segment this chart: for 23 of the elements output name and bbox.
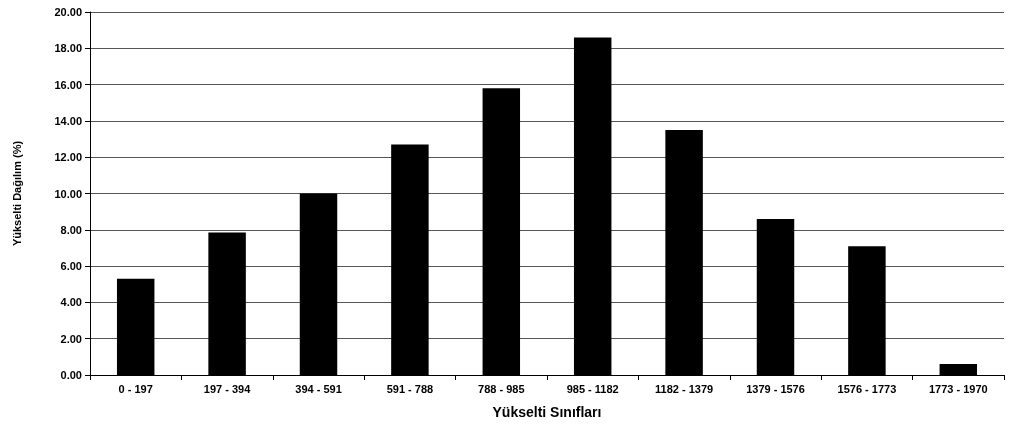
y-axis-title: Yükselti Dağılım (%) (10, 140, 23, 247)
y-tick-label: 16.00 (54, 78, 82, 91)
y-tick-label: 0.00 (60, 369, 82, 381)
y-tick-label: 12.00 (54, 151, 82, 164)
x-tick-label: 591 - 788 (386, 382, 434, 395)
x-tick-label: 1773 - 1970 (928, 382, 988, 395)
x-tick-label: 394 - 591 (295, 382, 342, 395)
x-tick-label: 1182 - 1379 (655, 382, 714, 395)
y-tick-label: 10.00 (54, 187, 82, 200)
y-tick-label: 6.00 (60, 260, 82, 273)
x-tick-label: 197 - 394 (203, 382, 252, 395)
x-axis-title: Yükselti Sınıfları (492, 404, 602, 420)
y-tick-label: 2.00 (60, 332, 82, 345)
y-tick-label: 18.00 (54, 42, 82, 55)
x-tick-label: 1379 - 1576 (746, 382, 805, 395)
x-tick-label: 788 - 985 (478, 382, 525, 395)
x-tick-label: 985 - 1182 (566, 382, 619, 395)
y-tick-label: 8.00 (60, 223, 82, 236)
x-tick-label: 1576 - 1773 (837, 382, 897, 395)
y-tick-label: 14.00 (54, 114, 82, 127)
y-tick-label: 4.00 (60, 296, 82, 309)
x-tick-label: 0 - 197 (118, 382, 153, 395)
y-tick-label: 20.00 (54, 6, 82, 18)
